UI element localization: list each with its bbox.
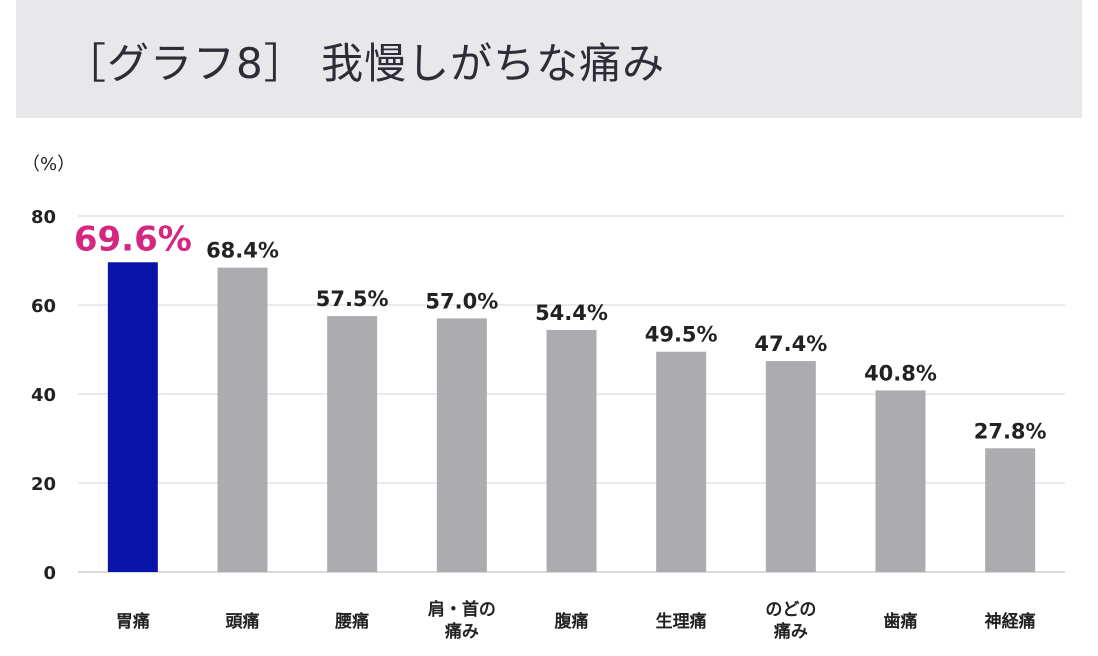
category-label-line: 腹痛 bbox=[555, 611, 589, 632]
bar bbox=[765, 361, 816, 572]
category-label: 頭痛 bbox=[226, 611, 260, 632]
category-label-line: 胃痛 bbox=[116, 611, 150, 632]
category-label-line: 腰痛 bbox=[335, 611, 369, 632]
category-label-line: のどの bbox=[765, 600, 816, 620]
bar bbox=[985, 448, 1036, 572]
bar bbox=[107, 262, 158, 572]
title-band: ［グラフ8］ 我慢しがちな痛み bbox=[16, 0, 1082, 118]
bar bbox=[327, 316, 378, 572]
category-label: 腹痛 bbox=[555, 611, 589, 632]
category-label-line: 生理痛 bbox=[656, 611, 707, 632]
category-label: 神経痛 bbox=[985, 611, 1036, 632]
value-label: 49.5% bbox=[645, 323, 718, 347]
category-label: 生理痛 bbox=[656, 611, 707, 632]
category-label-line: 肩・首の bbox=[428, 599, 496, 620]
category-label-line: 神経痛 bbox=[985, 611, 1036, 632]
y-tick-label: 20 bbox=[31, 474, 56, 495]
bar bbox=[875, 390, 926, 572]
value-label: 54.4% bbox=[535, 301, 608, 325]
category-label: 歯痛 bbox=[884, 611, 918, 632]
y-tick-label: 80 bbox=[31, 207, 56, 228]
y-axis-ticks: 0 20 40 60 80 bbox=[31, 207, 56, 584]
category-label-line: 頭痛 bbox=[226, 611, 260, 632]
y-tick-label: 40 bbox=[31, 385, 56, 406]
bar bbox=[217, 267, 268, 572]
value-label: 47.4% bbox=[754, 332, 827, 356]
value-label: 40.8% bbox=[864, 361, 937, 385]
category-label: 腰痛 bbox=[335, 611, 369, 632]
bars bbox=[107, 262, 1036, 572]
category-label: 胃痛 bbox=[116, 611, 150, 632]
category-label-line: 痛み bbox=[445, 621, 479, 642]
value-label: 27.8% bbox=[974, 419, 1047, 443]
value-labels: 69.6% 68.4% 57.5% 57.0% 54.4% 49.5% 47.4% 40.8%… bbox=[74, 219, 1047, 443]
chart-title: ［グラフ8］ 我慢しがちな痛み bbox=[64, 39, 666, 88]
category-label-line: 痛み bbox=[774, 621, 808, 642]
bar bbox=[656, 351, 707, 572]
bar bbox=[546, 329, 597, 572]
value-label: 57.0% bbox=[425, 289, 498, 313]
category-label-line: 歯痛 bbox=[884, 611, 918, 632]
y-axis-unit-label: （%） bbox=[22, 154, 76, 175]
value-label: 69.6% bbox=[74, 219, 192, 259]
value-label: 68.4% bbox=[206, 239, 279, 263]
bar bbox=[436, 318, 487, 572]
y-tick-label: 60 bbox=[31, 296, 56, 317]
y-tick-label: 0 bbox=[43, 563, 56, 584]
value-label: 57.5% bbox=[316, 287, 389, 311]
